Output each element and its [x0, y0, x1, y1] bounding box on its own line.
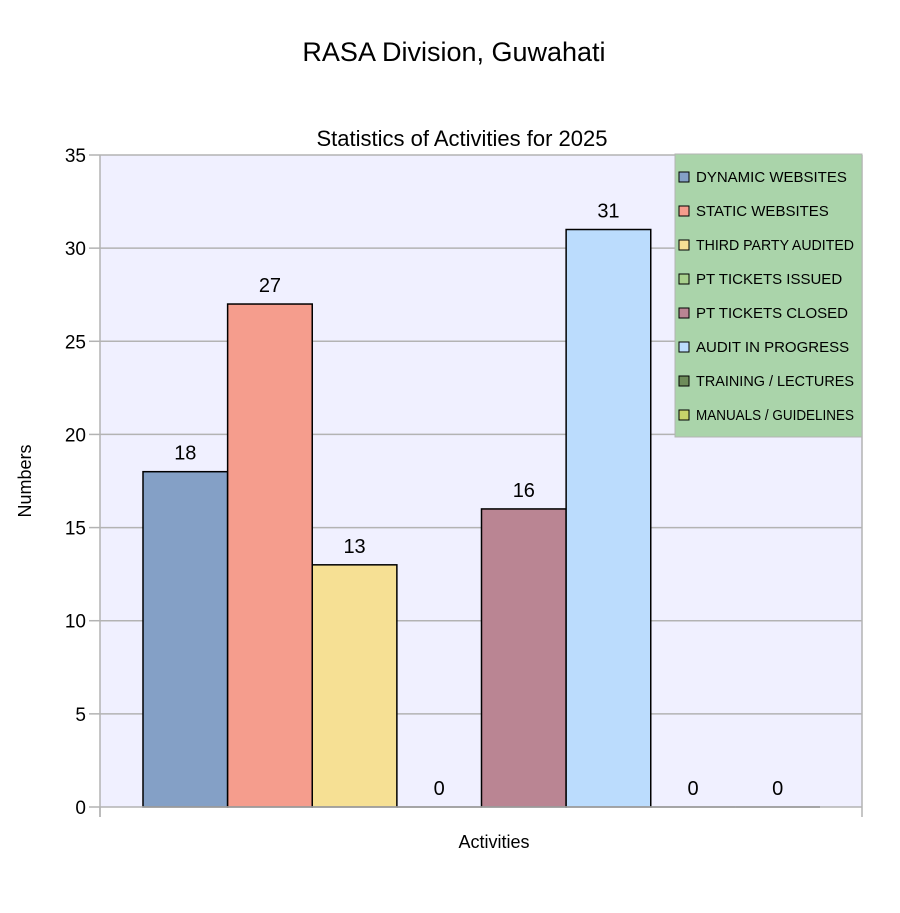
legend-swatch-training-lectures: [678, 375, 690, 387]
legend-label-pt-tickets-issued: PT TICKETS ISSUED: [696, 271, 842, 288]
data-label-third-party-audited: 13: [343, 536, 365, 558]
data-label-pt-tickets-issued: 0: [434, 778, 445, 800]
data-label-pt-tickets-closed: 16: [513, 480, 535, 502]
data-label-training-lectures: 0: [688, 778, 699, 800]
y-axis-label: Numbers: [15, 444, 35, 517]
y-tick-label: 5: [75, 705, 86, 726]
legend-swatch-pt-tickets-issued: [678, 273, 690, 285]
data-label-manuals-guidelines: 0: [772, 778, 783, 800]
data-label-audit-in-progress: 31: [597, 201, 619, 223]
x-axis-label: Activities: [458, 832, 529, 852]
legend-swatch-pt-tickets-closed: [678, 307, 690, 319]
legend-swatch-audit-in-progress: [678, 341, 690, 353]
legend-swatch-static-websites: [678, 205, 690, 217]
legend-label-dynamic-websites: DYNAMIC WEBSITES: [696, 169, 847, 186]
bar-third-party-audited: [311, 564, 398, 808]
legend-swatch-third-party-audited: [678, 239, 690, 251]
bar-dynamic-websites: [142, 470, 229, 808]
legend: DYNAMIC WEBSITES STATIC WEBSITES THIRD PAR…: [674, 153, 863, 438]
y-tick-label: 20: [65, 425, 86, 446]
legend-label-static-websites: STATIC WEBSITES: [696, 203, 829, 220]
y-tick-label: 0: [75, 798, 86, 819]
legend-label-manuals-guidelines: MANUALS / GUIDELINES: [696, 407, 854, 424]
page-title: RASA Division, Guwahati: [302, 37, 605, 67]
bar-audit-in-progress: [565, 228, 652, 808]
legend-label-third-party-audited: THIRD PARTY AUDITED: [696, 237, 854, 254]
y-tick-label: 30: [65, 239, 86, 260]
bar-static-websites: [226, 303, 313, 808]
chart-title: Statistics of Activities for 2025: [316, 126, 607, 151]
y-tick-label: 25: [65, 332, 86, 353]
legend-box: [674, 153, 863, 438]
data-label-dynamic-websites: 18: [174, 443, 196, 465]
legend-label-pt-tickets-closed: PT TICKETS CLOSED: [696, 305, 848, 322]
y-tick-label: 15: [65, 519, 86, 540]
legend-swatch-manuals-guidelines: [678, 409, 690, 421]
y-tick-label: 35: [65, 146, 86, 167]
data-label-static-websites: 27: [259, 275, 281, 297]
bar-pt-tickets-closed: [480, 508, 567, 808]
legend-swatch-dynamic-websites: [678, 171, 690, 183]
legend-label-training-lectures: TRAINING / LECTURES: [696, 373, 854, 390]
y-tick-label: 10: [65, 612, 86, 633]
bars: 18 27 13 0 16 31 0 0: [142, 201, 820, 808]
legend-label-audit-in-progress: AUDIT IN PROGRESS: [696, 339, 849, 356]
